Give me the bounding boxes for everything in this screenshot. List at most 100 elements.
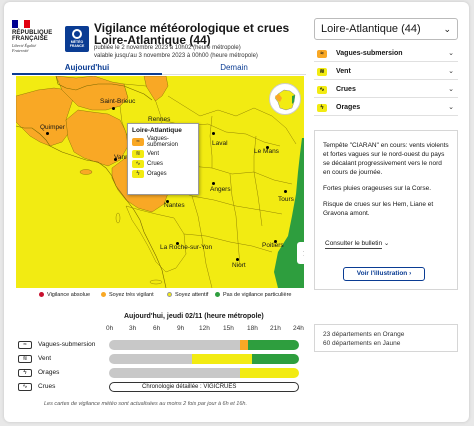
city-dot [236,258,239,261]
city-nantes: Nantes [164,202,185,209]
phenomenon-orages[interactable]: ϟ Orages ⌄ [314,100,458,116]
timeline-segment-green [251,354,299,364]
stats-yellow: 60 départements en Jaune [323,340,401,347]
city-tours: Tours [278,196,294,203]
city-dot [212,132,215,135]
timeline-row-crues: ∿ Crues Chronologie détaillée : VIGICRUE… [18,382,308,394]
legend-swatch [215,292,220,297]
north-coastline [55,76,153,101]
flood-icon: ∿ [18,383,32,391]
phenomenon-label: Crues [336,86,356,93]
timeline-bar[interactable] [109,368,299,378]
vigilance-page: RÉPUBLIQUE FRANÇAISE Liberté Égalité Fra… [4,2,469,422]
meteo-france-logo[interactable]: MÉTÉO FRANCE [65,26,89,52]
legend-item: Soyez attentif [167,292,208,298]
wind-icon: ≋ [317,68,327,76]
city-dot [176,242,179,245]
republique-francaise-logo[interactable]: RÉPUBLIQUE FRANÇAISE Liberté Égalité Fra… [12,20,53,64]
city-niort: Niort [232,262,246,269]
city-quimper: Quimper [40,124,65,131]
update-footnote: Les cartes de vigilance météo sont actua… [44,401,248,407]
timeline-segment-yellow [192,354,252,364]
island-noirmoutier [115,212,121,224]
department-select-value: Loire-Atlantique (44) [321,23,421,35]
flag-icon [12,20,30,28]
phenomenon-vent[interactable]: ≋ Vent ⌄ [314,64,458,80]
timeline-bar[interactable] [109,354,299,364]
timeline-hours: 0h 3h 6h 9h 12h 15h 18h 21h 24h [106,325,304,335]
france-overview-map[interactable] [269,83,301,115]
consult-bulletin-link[interactable]: Consulter le bulletin ⌄ [325,239,389,249]
france-shape-icon [274,89,296,111]
city-dot [112,107,115,110]
city-saint-brieuc: Saint-Brieuc [100,98,136,105]
row-label: Vent [38,355,52,362]
vigilance-map[interactable]: Saint-Brieuc Rennes Quimper Vannes Laval… [16,76,304,288]
valid-until: valable jusqu'au 3 novembre 2023 à 00h00… [94,52,258,59]
timeline-row-vagues: ≈ Vagues-submersion [18,340,308,352]
row-label: Orages [38,369,60,376]
city-dot [266,146,269,149]
rf-motto: Liberté Égalité Fraternité [12,43,37,53]
title-line1: Vigilance météorologique et crues [94,21,290,35]
flood-icon: ∿ [132,160,144,168]
timeline-segment-orange [239,340,248,350]
published-date: publiée le 2 novembre 2023 à 10h02 (heur… [94,45,241,51]
city-dot [46,132,49,135]
storm-icon: ϟ [18,369,32,377]
popup-item: ≋ Vent [132,150,194,158]
department-select[interactable]: Loire-Atlantique (44) ⌄ [314,18,458,40]
chevron-right-icon: › [409,270,412,277]
chevron-down-icon: ⌄ [443,24,451,34]
legend-swatch [167,292,172,297]
city-la-roche-sur-yon: La Roche-sur-Yon [160,244,213,251]
view-illustration-button[interactable]: Voir l'illustration › [343,267,425,281]
chevron-down-icon: ⌄ [448,86,454,93]
city-angers: Angers [210,186,231,193]
phenomenon-label: Vent [336,68,351,75]
waves-icon: ≈ [18,341,32,349]
title-line2: Loire-Atlantique (44) [94,33,211,47]
timeline-segment-green [247,340,299,350]
department-popup: Loire-Atlantique ≈ Vagues-submersion ≋ Ven… [127,123,199,195]
department-stats: 23 départements en Orange 60 département… [314,324,458,352]
wind-icon: ≋ [18,355,32,363]
mf-label: MÉTÉO FRANCE [69,40,85,48]
island-re [149,279,163,285]
timeline-segment-grey [109,354,193,364]
illustration-label: Voir l'illustration [356,270,408,277]
hour-label: 18h [247,325,258,332]
hour-label: 9h [177,325,185,332]
city-laval: Laval [212,140,228,147]
timeline-bar[interactable] [109,340,299,350]
hour-label: 0h [106,325,114,332]
chevron-right-icon[interactable]: › [297,242,304,264]
phenomenon-crues[interactable]: ∿ Crues ⌄ [314,82,458,98]
hour-label: 24h [293,325,304,332]
popup-item: ϟ Orages [132,170,194,178]
green-east-zone [274,138,304,288]
popup-item: ≈ Vagues-submersion [132,136,194,148]
timeline-title: Aujourd'hui, jeudi 02/11 (heure métropol… [124,313,264,320]
rf-name: RÉPUBLIQUE FRANÇAISE [12,30,53,42]
vigicrues-link[interactable]: Chronologie détaillée : VIGICRUES [109,382,299,392]
city-dot [284,190,287,193]
consult-label: Consulter le bulletin [325,240,383,249]
day-tabs: Aujourd'hui Demain [12,62,306,75]
timeline-segment-yellow [239,368,299,378]
chevron-down-icon: ⌄ [448,50,454,57]
city-rennes: Rennes [148,116,171,123]
tab-today[interactable]: Aujourd'hui [12,62,162,75]
legend-swatch [39,292,44,297]
timeline-row-orages: ϟ Orages [18,368,308,380]
bulletin-text: Risque de crues sur les Hem, Liane et Gr… [323,201,434,217]
hour-label: 15h [223,325,234,332]
phenomenon-vagues[interactable]: ≈ Vagues-submersion ⌄ [314,46,458,62]
waves-icon: ≈ [132,138,144,146]
city-dot [274,240,277,243]
legend-item: Vigilance absolue [39,292,90,298]
bulletin-card: Tempête "CIARAN" en cours: vents violent… [314,130,458,290]
tab-tomorrow[interactable]: Demain [162,62,306,75]
timeline-segment-grey [109,368,240,378]
city-dot [212,182,215,185]
